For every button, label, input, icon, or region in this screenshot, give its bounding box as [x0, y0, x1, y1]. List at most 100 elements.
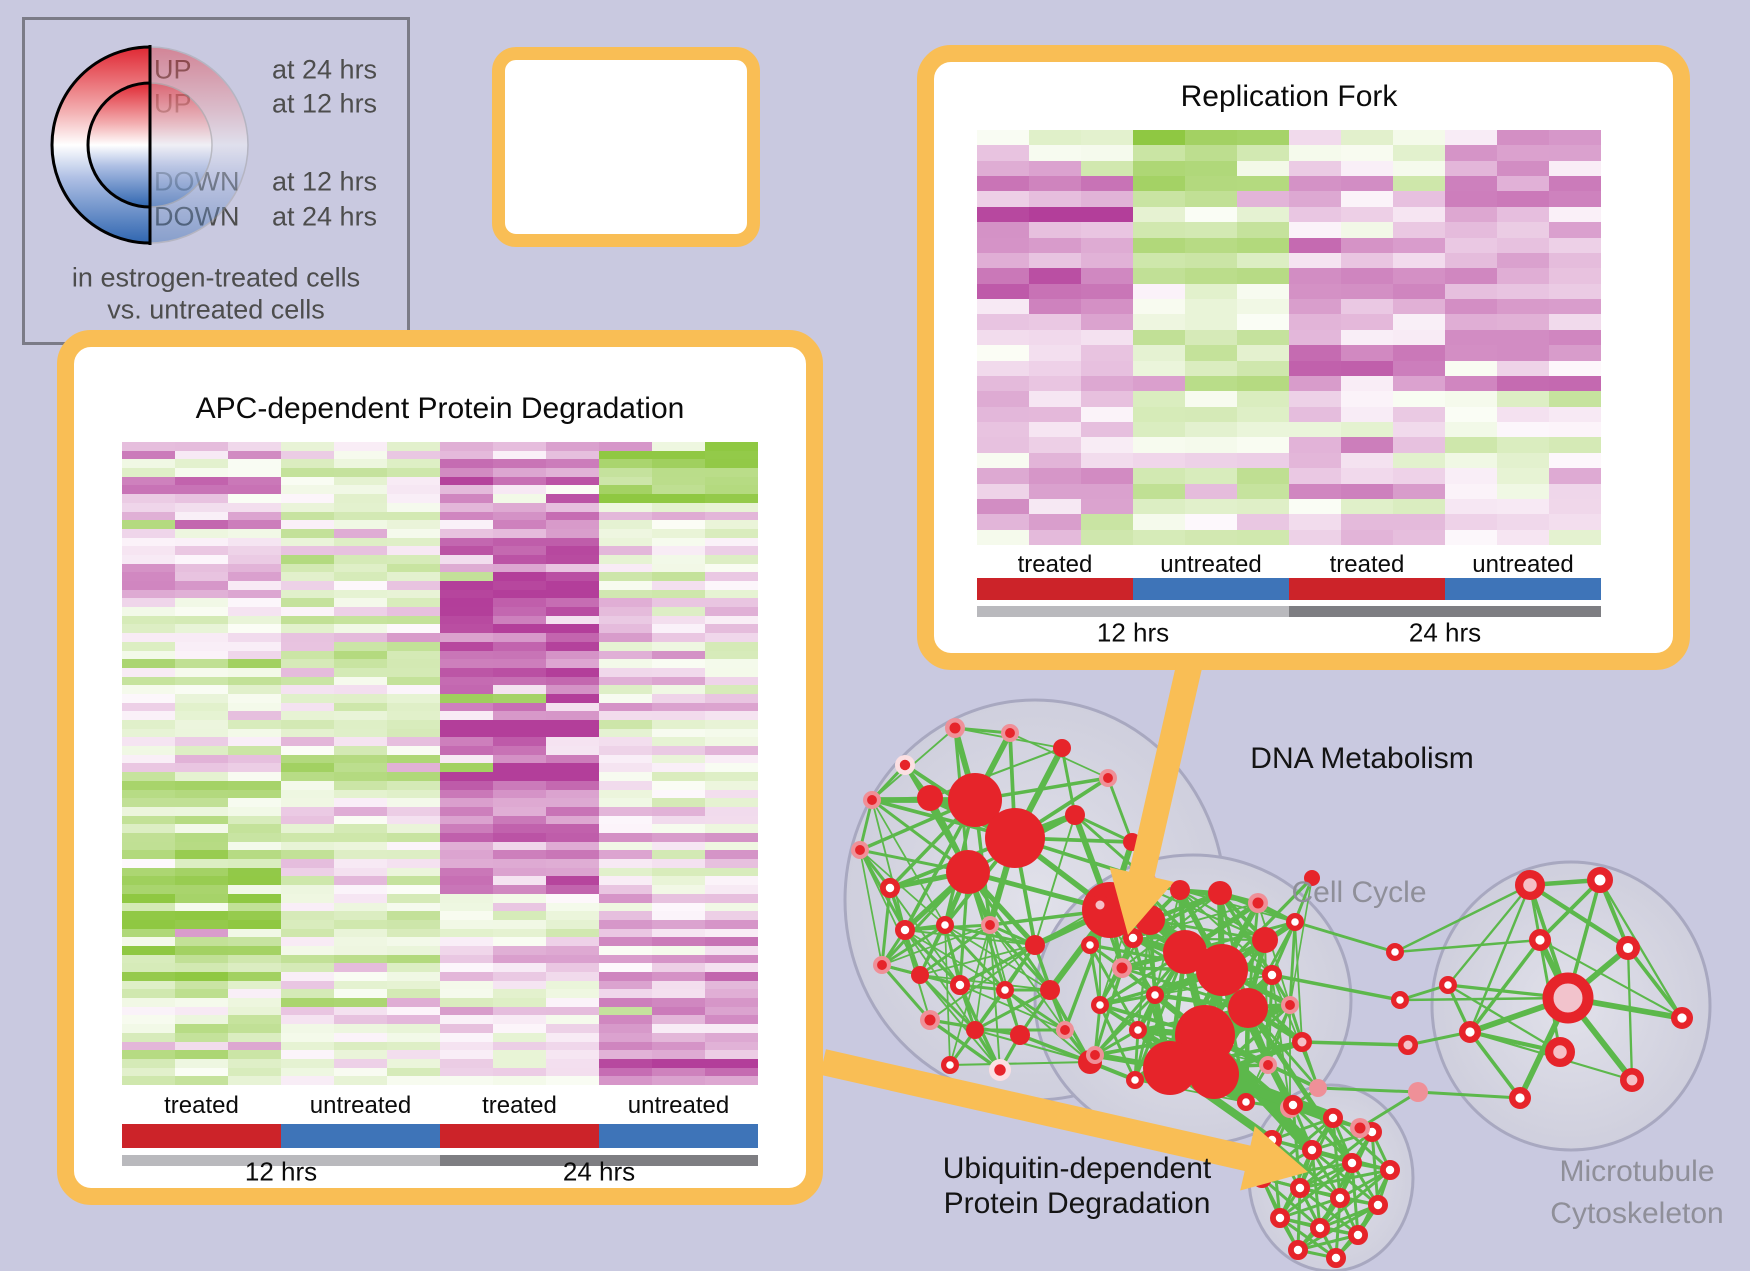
heatmap-cell: [175, 442, 228, 451]
heatmap-cell: [493, 572, 546, 582]
heatmap-cell: [705, 442, 758, 451]
heatmap-cell: [493, 607, 546, 616]
heatmap-cell: [546, 537, 599, 547]
heatmap-cell: [1029, 283, 1081, 300]
heatmap-cell: [599, 806, 652, 816]
heatmap-cell: [493, 650, 546, 660]
heatmap-cell: [334, 563, 387, 573]
heatmap-cell: [1393, 299, 1445, 315]
network-edge: [1004, 989, 1091, 1063]
heatmap-cell: [228, 502, 281, 512]
heatmap-cell: [440, 476, 493, 486]
network-edge: [1099, 1003, 1206, 1037]
updown-legend-footer-line1: in estrogen-treated cells: [71, 262, 361, 293]
heatmap-cell: [493, 676, 546, 686]
heatmap-cell: [546, 989, 599, 999]
heatmap-cell: [175, 850, 228, 860]
heatmap-cell: [493, 476, 546, 486]
network-edge: [1202, 972, 1275, 1038]
node-solid-red: [1163, 930, 1207, 974]
heatmap-cell: [334, 442, 387, 451]
heatmap-cell: [228, 885, 281, 894]
heatmap-cell: [387, 893, 440, 903]
heatmap-cell: [493, 772, 546, 781]
heatmap-cell: [387, 659, 440, 668]
heatmap-cell: [1133, 483, 1185, 499]
network-edge: [1319, 1203, 1379, 1230]
network-edge: [903, 928, 962, 987]
heatmap-cell: [1185, 329, 1237, 346]
network-edge: [1318, 1162, 1354, 1229]
heatmap-cell: [440, 1067, 493, 1077]
heatmap-cell: [705, 720, 758, 729]
heatmap-cell: [440, 919, 493, 929]
heatmap-cell: [387, 902, 440, 912]
network-edge: [1088, 904, 1102, 946]
heatmap-cell: [387, 476, 440, 486]
heatmap-cell: [546, 1050, 599, 1059]
network-edge: [1169, 1066, 1291, 1110]
network-edge: [1139, 884, 1266, 941]
network-bridge-edge: [1270, 973, 1402, 1002]
updown-legend-box: [22, 17, 410, 345]
network-edge: [1245, 1007, 1271, 1066]
heatmap-cell: [228, 468, 281, 477]
heatmap-cell: [281, 1041, 334, 1051]
network-edge: [1135, 950, 1188, 1032]
network-edge: [1300, 1041, 1320, 1089]
heatmap-cell: [175, 763, 228, 773]
heatmap-cell: [334, 937, 387, 946]
panel-apc-title: APC-dependent Protein Degradation: [195, 392, 685, 425]
network-edge: [1134, 1071, 1215, 1083]
network-edge: [1212, 974, 1274, 1075]
heatmap-cell: [1549, 176, 1601, 192]
network-edge: [954, 726, 1011, 735]
heatmap-cell: [175, 746, 228, 755]
network-edge: [859, 798, 976, 852]
heatmap-cell: [228, 789, 281, 799]
heatmap-cell: [705, 1015, 758, 1025]
network-edge: [1257, 901, 1296, 924]
heatmap-cell: [1081, 468, 1133, 484]
network-edge: [1331, 1116, 1392, 1172]
network-edge: [1099, 950, 1186, 1007]
heatmap-cell: [175, 885, 228, 894]
heatmap-cell: [281, 676, 334, 686]
node-solid-red: [985, 808, 1045, 868]
heatmap-cell: [1237, 283, 1289, 300]
heatmap-cell: [1029, 145, 1081, 161]
network-edge: [1298, 1117, 1335, 1189]
heatmap-cell: [440, 667, 493, 677]
network-edge: [1168, 1065, 1248, 1105]
heatmap-cell: [493, 615, 546, 625]
heatmap-cell: [1497, 206, 1549, 223]
heatmap-cell: [122, 911, 175, 920]
heatmap-cell: [281, 998, 334, 1007]
heatmap-cell: [228, 850, 281, 860]
network-bridge-edge: [1416, 1090, 1522, 1100]
group-label-apc-2: treated: [482, 1092, 557, 1119]
heatmap-cell: [546, 546, 599, 555]
heatmap-cell: [1393, 391, 1445, 407]
heatmap-cell: [493, 589, 546, 599]
heatmap-cell: [334, 720, 387, 729]
heatmap-cell: [122, 537, 175, 547]
network-edge: [1013, 812, 1077, 841]
heatmap-cell: [493, 841, 546, 851]
heatmap-cell: [705, 459, 758, 469]
network-edge: [1246, 1005, 1304, 1045]
network-edge: [903, 799, 977, 931]
heatmap-cell: [1549, 314, 1601, 330]
heatmap-cell: [228, 806, 281, 816]
heatmap-cell: [440, 841, 493, 851]
heatmap-cell: [1393, 206, 1445, 223]
group-label-rf-2: treated: [1329, 551, 1405, 578]
heatmap-cell: [1445, 391, 1497, 407]
heatmap-cell: [281, 494, 334, 503]
network-edge: [904, 929, 1036, 946]
heatmap-cell: [1029, 130, 1081, 146]
heatmap-cell: [1341, 514, 1393, 530]
heatmap-cell: [599, 798, 652, 807]
heatmap-cell: [493, 798, 546, 807]
heatmap-cell: [1289, 283, 1341, 300]
